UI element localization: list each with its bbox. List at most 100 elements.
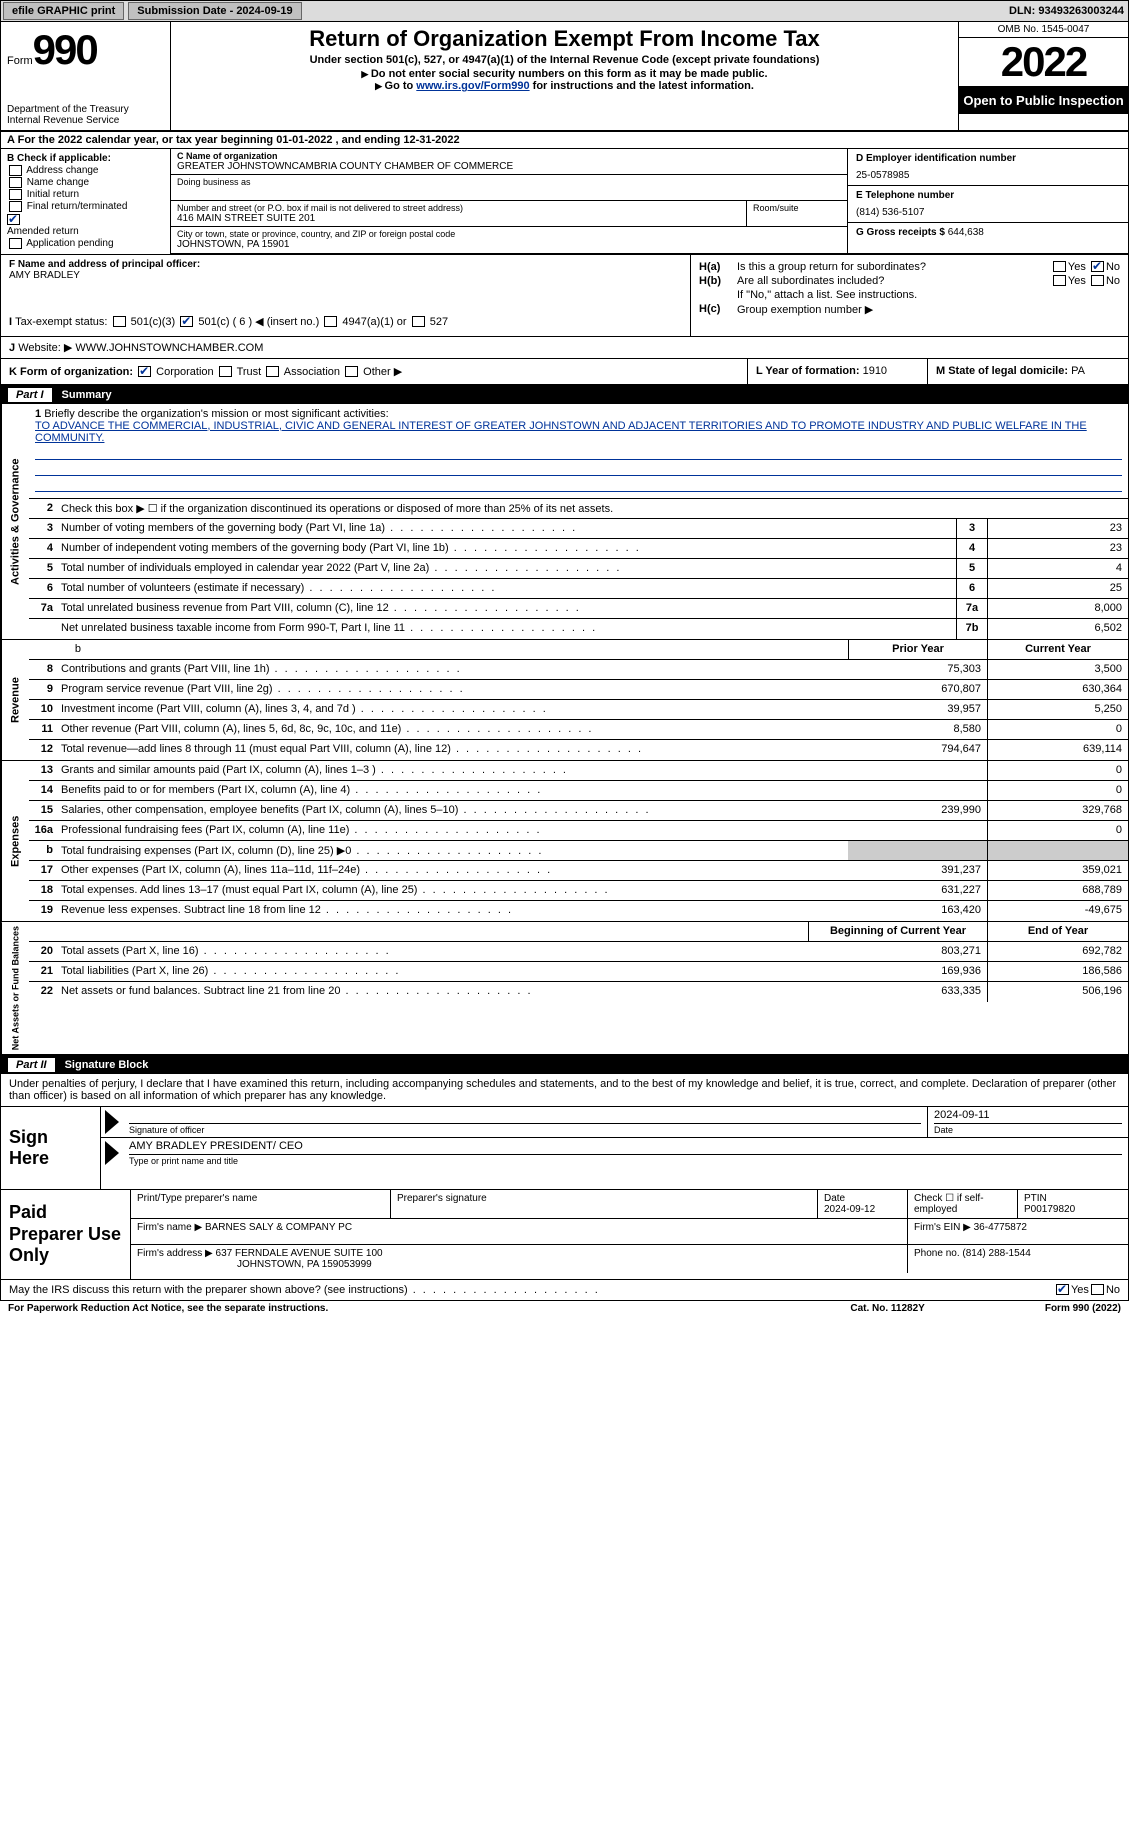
- hb-yes[interactable]: [1053, 275, 1066, 286]
- triangle-icon: [105, 1141, 119, 1165]
- officer-name-title: AMY BRADLEY PRESIDENT/ CEO: [129, 1140, 1122, 1154]
- domicile-label: M State of legal domicile:: [936, 365, 1068, 377]
- form-title: Return of Organization Exempt From Incom…: [175, 26, 954, 52]
- summary-row: 20Total assets (Part X, line 16)803,2716…: [29, 942, 1128, 962]
- summary-rev: Revenue b Prior Year Current Year 8Contr…: [0, 640, 1129, 761]
- trust-checkbox[interactable]: [219, 366, 232, 377]
- addr-label: Number and street (or P.O. box if mail i…: [177, 203, 740, 213]
- vtab-ag: Activities & Governance: [1, 404, 29, 639]
- checkbox-name-change[interactable]: Name change: [7, 177, 164, 188]
- goto-note: Go to www.irs.gov/Form990 for instructio…: [175, 80, 954, 92]
- firm-addr2: JOHNSTOWN, PA 159053999: [237, 1259, 372, 1270]
- goto-pre: Go to: [385, 80, 417, 92]
- footer-question: May the IRS discuss this return with the…: [0, 1280, 1129, 1301]
- part2-label: Part II: [8, 1058, 55, 1072]
- prep-date-label: Date: [824, 1193, 901, 1204]
- 501c3-checkbox[interactable]: [113, 316, 126, 327]
- year-formation-label: L Year of formation:: [756, 365, 860, 377]
- pra-notice: For Paperwork Reduction Act Notice, see …: [8, 1303, 850, 1314]
- discuss-no[interactable]: [1091, 1284, 1104, 1295]
- firm-phone-label: Phone no.: [914, 1248, 960, 1259]
- hdr-prior-year: Prior Year: [848, 640, 988, 659]
- summary-row: 17Other expenses (Part IX, column (A), l…: [29, 861, 1128, 881]
- org-name-label: C Name of organization: [177, 151, 841, 161]
- year-formation: 1910: [863, 365, 887, 377]
- gross-value: 644,638: [948, 227, 984, 238]
- 501c-checkbox[interactable]: [180, 316, 193, 327]
- goto-post: for instructions and the latest informat…: [530, 80, 754, 92]
- blank-line: [35, 478, 1122, 492]
- summary-row: 16aProfessional fundraising fees (Part I…: [29, 821, 1128, 841]
- dln-label: DLN: 93493263003244: [1005, 5, 1128, 17]
- summary-exp: Expenses 13Grants and similar amounts pa…: [0, 761, 1129, 922]
- ha-no[interactable]: [1091, 261, 1104, 272]
- summary-row: 10Investment income (Part VIII, column (…: [29, 700, 1128, 720]
- room-label: Room/suite: [753, 203, 841, 213]
- part2-title: Signature Block: [65, 1059, 149, 1071]
- blank-line: [35, 446, 1122, 460]
- submission-date-button[interactable]: Submission Date - 2024-09-19: [128, 2, 301, 20]
- form-word: Form: [7, 55, 33, 67]
- firm-addr-label: Firm's address ▶: [137, 1248, 213, 1259]
- irs-link[interactable]: www.irs.gov/Form990: [416, 80, 529, 92]
- firm-name-label: Firm's name ▶: [137, 1222, 202, 1233]
- efile-print-button[interactable]: efile GRAPHIC print: [3, 2, 124, 20]
- checkbox-application-pending[interactable]: Application pending: [7, 238, 164, 249]
- hb-text: Are all subordinates included?: [737, 275, 1051, 287]
- dept-treasury: Department of the Treasury: [7, 104, 164, 115]
- officer-label: F Name and address of principal officer:: [9, 259, 682, 270]
- line-a-text: For the 2022 calendar year, or tax year …: [18, 134, 460, 146]
- section-c: C Name of organization GREATER JOHNSTOWN…: [171, 149, 848, 253]
- hc-label: H(c): [699, 303, 737, 315]
- 527-checkbox[interactable]: [412, 316, 425, 327]
- org-name: GREATER JOHNSTOWNCAMBRIA COUNTY CHAMBER …: [177, 161, 841, 172]
- section-m: M State of legal domicile: PA: [928, 359, 1128, 384]
- summary-row: 14Benefits paid to or for members (Part …: [29, 781, 1128, 801]
- hb-no[interactable]: [1091, 275, 1104, 286]
- blank-line: [35, 462, 1122, 476]
- tel-value: (814) 536-5107: [856, 207, 1120, 218]
- paid-preparer: Paid Preparer Use Only Print/Type prepar…: [0, 1190, 1129, 1280]
- signature-block: Under penalties of perjury, I declare th…: [0, 1074, 1129, 1190]
- part1-title: Summary: [62, 389, 112, 401]
- opt-527: 527: [430, 316, 448, 328]
- mission-text[interactable]: TO ADVANCE THE COMMERCIAL, INDUSTRIAL, C…: [35, 420, 1122, 444]
- checkbox-initial-return[interactable]: Initial return: [7, 189, 164, 200]
- section-h: H(a) Is this a group return for subordin…: [691, 255, 1128, 336]
- summary-ag: Activities & Governance 1 Briefly descri…: [0, 404, 1129, 640]
- assoc-checkbox[interactable]: [266, 366, 279, 377]
- opt-501c3: 501(c)(3): [131, 316, 176, 328]
- vtab-exp: Expenses: [1, 761, 29, 921]
- hdr-eoy: End of Year: [988, 922, 1128, 941]
- hdr-current-year: Current Year: [988, 640, 1128, 659]
- header-right: OMB No. 1545-0047 2022 Open to Public In…: [958, 22, 1128, 130]
- checkbox-amended-return[interactable]: Amended return: [7, 214, 164, 237]
- sig-officer-label: Signature of officer: [129, 1123, 921, 1135]
- corp-checkbox[interactable]: [138, 366, 151, 377]
- summary-row: 8Contributions and grants (Part VIII, li…: [29, 660, 1128, 680]
- tax-year: 2022: [959, 38, 1128, 87]
- checkbox-final-return-terminated[interactable]: Final return/terminated: [7, 201, 164, 212]
- form-subtitle: Under section 501(c), 527, or 4947(a)(1)…: [175, 54, 954, 66]
- 4947-checkbox[interactable]: [324, 316, 337, 327]
- sign-here-label: Sign Here: [1, 1107, 101, 1189]
- website-value: WWW.JOHNSTOWNCHAMBER.COM: [75, 342, 263, 354]
- form-number: 990: [33, 26, 97, 73]
- prep-date: 2024-09-12: [824, 1204, 901, 1215]
- summary-row: 5Total number of individuals employed in…: [29, 559, 1128, 579]
- section-l: L Year of formation: 1910: [748, 359, 928, 384]
- summary-row: 22Net assets or fund balances. Subtract …: [29, 982, 1128, 1002]
- part2-header: Part II Signature Block: [0, 1056, 1129, 1074]
- discuss-yes[interactable]: [1056, 1284, 1069, 1295]
- checkbox-address-change[interactable]: Address change: [7, 165, 164, 176]
- firm-ein: 36-4775872: [974, 1222, 1027, 1233]
- ein-value: 25-0578985: [856, 170, 1120, 181]
- header-left: Form990 Department of the Treasury Inter…: [1, 22, 171, 130]
- sig-date: 2024-09-11: [934, 1109, 1122, 1123]
- summary-row: 13Grants and similar amounts paid (Part …: [29, 761, 1128, 781]
- paid-label: Paid Preparer Use Only: [1, 1190, 131, 1279]
- summary-row: 3Number of voting members of the governi…: [29, 519, 1128, 539]
- ha-yes[interactable]: [1053, 261, 1066, 272]
- officer-name: AMY BRADLEY: [9, 270, 682, 281]
- other-checkbox[interactable]: [345, 366, 358, 377]
